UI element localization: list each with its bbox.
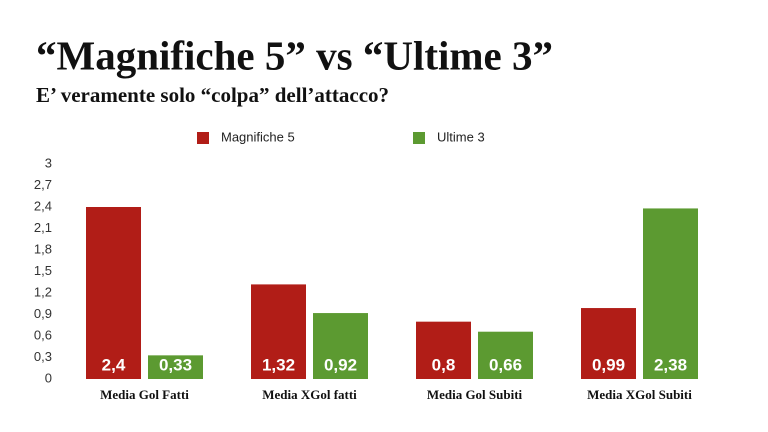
y-tick-label: 1,5 xyxy=(34,263,52,278)
y-tick-label: 3 xyxy=(45,155,52,170)
bar xyxy=(581,308,636,379)
value-label: 2,4 xyxy=(102,355,126,374)
y-tick-label: 2,7 xyxy=(34,177,52,192)
value-label: 0,99 xyxy=(592,355,625,374)
y-tick-label: 1,8 xyxy=(34,241,52,256)
y-tick-label: 2,4 xyxy=(34,198,52,213)
y-tick-label: 2,1 xyxy=(34,220,52,235)
x-tick-label: Media XGol Subiti xyxy=(587,387,692,402)
value-label: 2,38 xyxy=(654,355,687,374)
x-tick-label: Media Gol Fatti xyxy=(100,387,189,402)
y-tick-label: 0,3 xyxy=(34,349,52,364)
bar xyxy=(86,207,141,379)
x-tick-label: Media XGol fatti xyxy=(262,387,357,402)
value-label: 0,66 xyxy=(489,355,522,374)
legend-swatch xyxy=(413,132,425,144)
legend-label: Ultime 3 xyxy=(437,129,485,144)
value-label: 0,8 xyxy=(432,355,456,374)
legend-label: Magnifiche 5 xyxy=(221,129,295,144)
y-tick-label: 0,6 xyxy=(34,327,52,342)
y-tick-label: 0 xyxy=(45,370,52,385)
bar xyxy=(643,208,698,379)
legend-swatch xyxy=(197,132,209,144)
value-label: 0,33 xyxy=(159,355,192,374)
chart-title: “Magnifiche 5” vs “Ultime 3” xyxy=(36,32,553,78)
value-label: 0,92 xyxy=(324,355,357,374)
y-tick-label: 1,2 xyxy=(34,284,52,299)
bar xyxy=(251,284,306,379)
bar xyxy=(148,355,203,379)
x-tick-label: Media Gol Subiti xyxy=(427,387,523,402)
y-tick-label: 0,9 xyxy=(34,306,52,321)
value-label: 1,32 xyxy=(262,355,295,374)
bar xyxy=(313,313,368,379)
bar xyxy=(416,321,471,379)
bar xyxy=(478,331,533,379)
chart-subtitle: E’ veramente solo “colpa” dell’attacco? xyxy=(36,83,389,107)
